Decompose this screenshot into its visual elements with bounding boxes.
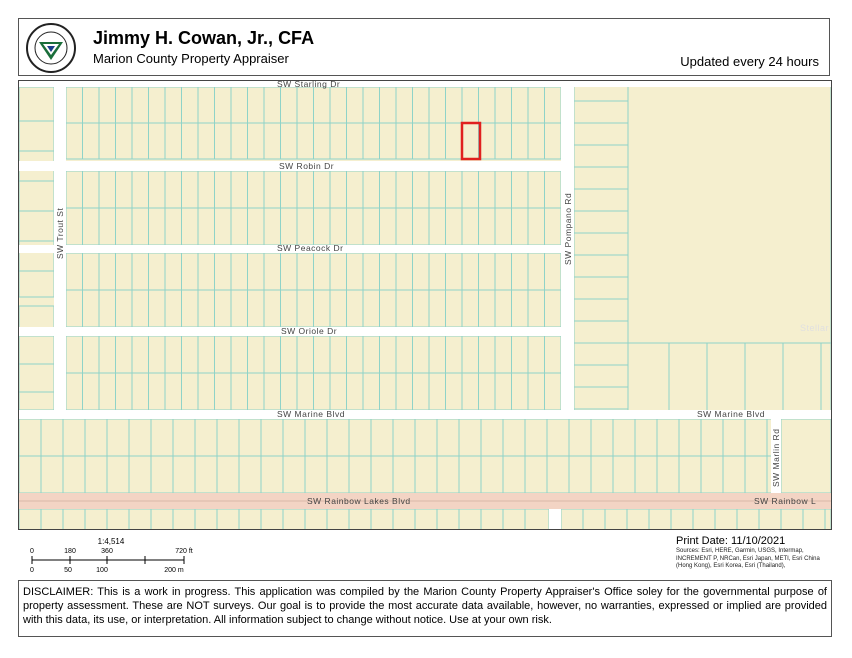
print-date: Print Date: 11/10/2021 (676, 535, 786, 547)
road (561, 81, 574, 411)
street-label-rainbow-left: SW Rainbow Lakes Blvd (307, 496, 411, 506)
street-label-pompano: SW Pompano Rd (563, 193, 573, 265)
street-label-marine-right: SW Marine Blvd (697, 409, 765, 419)
page-title: Jimmy H. Cowan, Jr., CFA (93, 28, 315, 48)
scale-ft-tick: 180 (64, 548, 76, 555)
parcel-map[interactable]: SW Starling Dr SW Robin Dr SW Peacock Dr SW… (18, 80, 832, 530)
street-label-marine-left: SW Marine Blvd (277, 409, 345, 419)
scale-ft-tick: 0 (30, 548, 34, 555)
parcel-block (19, 86, 55, 298)
parcel-block (627, 81, 831, 412)
disclaimer-box: DISCLAIMER: This is a work in progress. … (18, 580, 832, 637)
parcel-map-canvas[interactable]: SW Starling Dr SW Robin Dr SW Peacock Dr SW… (19, 81, 831, 529)
road (19, 245, 564, 253)
scale-ft-tick: 360 (101, 548, 113, 555)
scale-m-tick: 50 (64, 567, 72, 574)
parcel-block (560, 508, 831, 529)
street-label-rainbow-right: SW Rainbow L (754, 496, 816, 506)
street-label-oriole: SW Oriole Dr (281, 326, 337, 336)
scale-m-tick: 200 m (164, 567, 184, 574)
scale-ft-tick: 720 ft (175, 548, 193, 555)
road (19, 81, 831, 87)
property-appraiser-seal-icon (26, 23, 76, 73)
street-label-peacock: SW Peacock Dr (277, 243, 344, 253)
road (19, 327, 564, 336)
header-panel: Jimmy H. Cowan, Jr., CFA Marion County P… (18, 18, 830, 76)
parcel-block (19, 305, 55, 411)
parcel-block (573, 81, 629, 412)
update-frequency-note: Updated every 24 hours (680, 54, 819, 69)
street-label-trout: SW Trout St (55, 208, 65, 259)
scale-bar: 1:4,514 0 180 360 720 ft 0 50 100 200 m (18, 534, 238, 576)
page-subtitle: Marion County Property Appraiser (93, 51, 289, 66)
watermark: Stellar MLS (800, 323, 831, 333)
scale-m-tick: 100 (96, 567, 108, 574)
street-label-starling: SW Starling Dr (277, 81, 340, 89)
street-label-marlin: SW Marlin Rd (771, 429, 781, 487)
road (771, 419, 781, 495)
parcel-block (780, 418, 831, 494)
selected-parcel-highlight[interactable] (460, 121, 482, 161)
road (54, 81, 66, 411)
road (19, 161, 564, 171)
road (19, 410, 831, 419)
map-sources: Sources: Esri, HERE, Garmin, USGS, Inter… (676, 548, 820, 569)
street-label-robin: SW Robin Dr (279, 161, 334, 171)
scale-ratio: 1:4,514 (98, 537, 125, 546)
scale-m-tick: 0 (30, 567, 34, 574)
parcel-block (19, 508, 550, 529)
